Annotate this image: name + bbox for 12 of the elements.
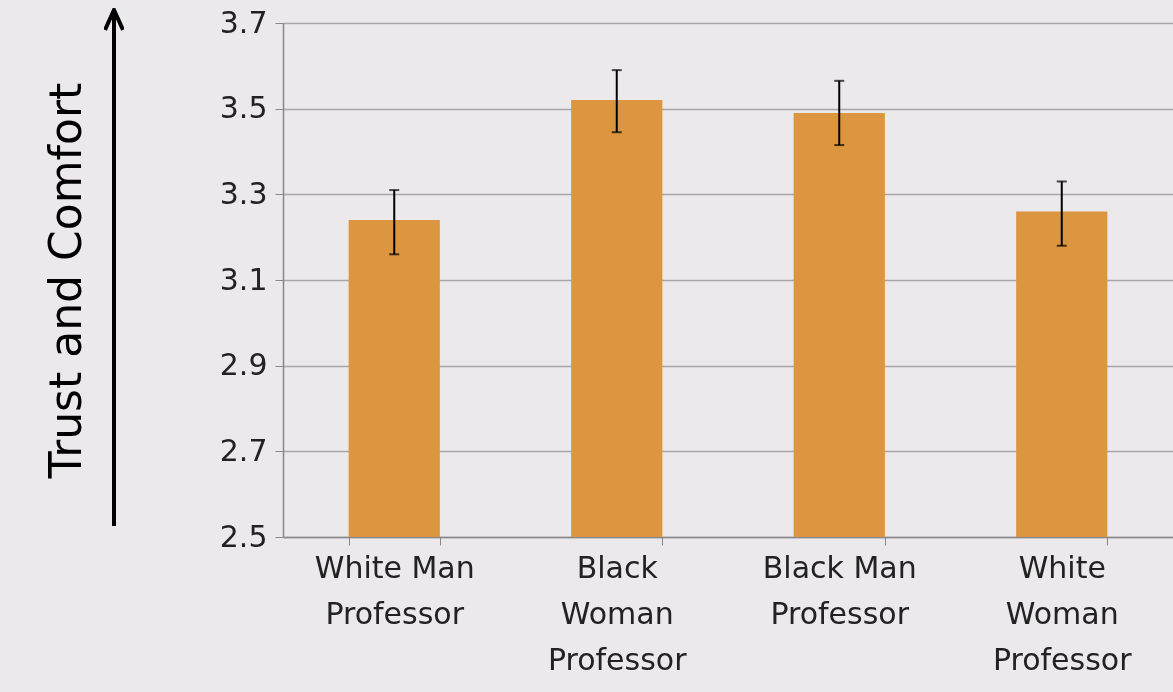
x-tick-label: Black Woman Professor [547, 549, 688, 677]
y-tick-label: 3.5 [219, 90, 268, 126]
x-tick-label: White Woman Professor [992, 549, 1133, 677]
y-axis-title: Trust and Comfort [39, 82, 91, 480]
y-tick-label: 2.7 [219, 432, 268, 468]
x-tick-label: White Man Professor [314, 549, 475, 631]
y-tick-label: 3.7 [219, 4, 268, 40]
y-tick-label: 3.1 [219, 261, 268, 297]
y-tick-label: 2.5 [219, 518, 268, 554]
x-tick-label: Black Man Professor [762, 549, 917, 631]
y-tick-label: 3.3 [219, 175, 268, 211]
y-tick-label: 2.9 [219, 347, 268, 383]
